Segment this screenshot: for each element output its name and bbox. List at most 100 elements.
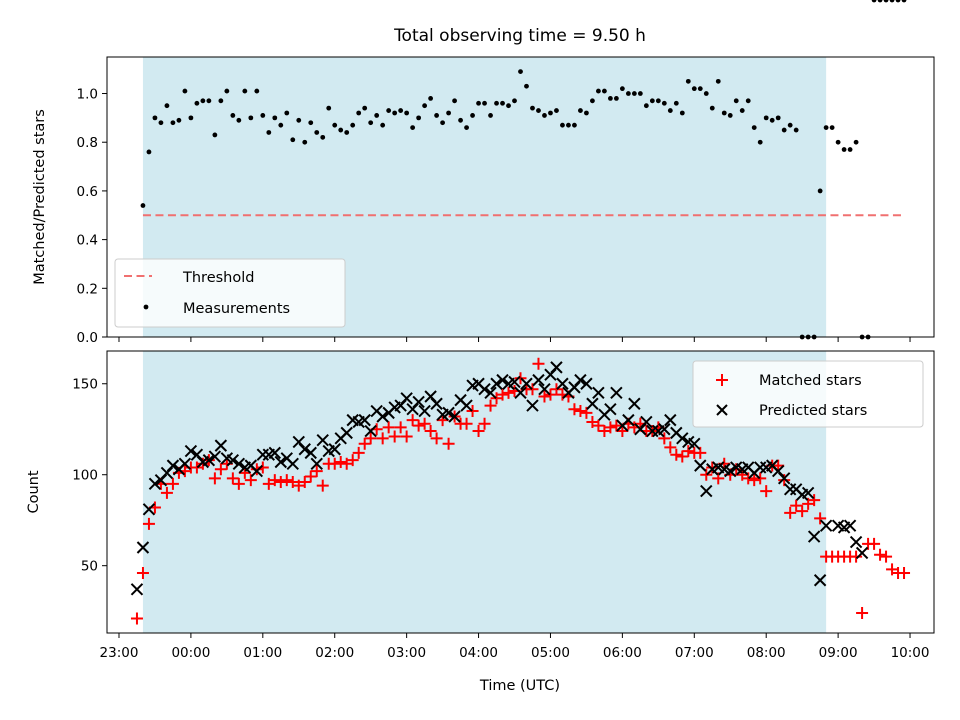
measurement-point xyxy=(901,0,907,3)
predicted-star-point xyxy=(604,403,617,416)
predicted-star-point xyxy=(448,410,461,423)
measurement-point xyxy=(667,108,673,113)
measurement-point xyxy=(703,91,709,96)
predicted-star-point xyxy=(442,406,455,420)
predicted-star-point xyxy=(777,472,791,485)
measurement-point xyxy=(320,134,326,140)
matched-star-point xyxy=(382,421,395,434)
predicted-star-point xyxy=(622,413,635,427)
predicted-star-point xyxy=(460,399,473,412)
matched-star-point xyxy=(502,386,515,399)
measurement-point xyxy=(679,110,685,116)
predicted-star-point xyxy=(136,541,150,554)
matched-star-point xyxy=(424,425,437,438)
measurement-point xyxy=(248,115,254,121)
measurement-point xyxy=(488,113,493,118)
matched-star-point xyxy=(136,566,149,579)
matched-star-point xyxy=(142,517,155,530)
y-tick-label: 0.0 xyxy=(77,330,98,346)
measurement-point xyxy=(284,110,290,116)
measurement-point xyxy=(721,110,727,116)
ratio-panel: 0.0 0.2 0.4 0.6 0.8 1.0 Matched/Predicted sta… xyxy=(32,0,935,346)
measurement-point xyxy=(601,88,607,94)
predicted-star-point xyxy=(813,574,827,587)
measurement-point xyxy=(170,120,176,126)
predicted-star-point xyxy=(268,446,282,460)
matched-star-point xyxy=(472,425,485,438)
matched-star-point xyxy=(790,499,803,512)
y-tick-label: 150 xyxy=(72,377,98,393)
matched-star-point xyxy=(850,550,863,563)
measurement-point xyxy=(176,117,182,123)
predicted-star-point xyxy=(574,373,587,387)
predicted-star-point xyxy=(538,382,551,396)
measurement-point xyxy=(314,130,320,135)
chart-title: Total observing time = 9.50 h xyxy=(393,26,646,46)
measurement-point xyxy=(643,103,649,109)
predicted-star-point xyxy=(214,439,228,452)
matched-star-point xyxy=(406,414,419,427)
measurement-point xyxy=(548,110,553,116)
matched-star-point xyxy=(226,472,239,485)
measurement-point xyxy=(326,105,332,111)
matched-star-point xyxy=(550,383,563,396)
measurement-point xyxy=(374,113,380,118)
top-y-axis: 0.0 0.2 0.4 0.6 0.8 1.0 xyxy=(77,87,107,346)
matched-star-point xyxy=(466,405,479,418)
measurement-point xyxy=(494,100,499,106)
matched-star-point xyxy=(430,432,443,445)
measurement-point xyxy=(266,130,272,135)
measurement-point xyxy=(236,117,242,123)
measurement-point xyxy=(709,105,715,111)
matched-star-point xyxy=(496,388,509,401)
predicted-star-point xyxy=(130,583,144,596)
predicted-star-point xyxy=(520,377,533,390)
matched-star-point xyxy=(214,463,227,476)
measurement-point xyxy=(691,86,697,92)
matched-star-point xyxy=(706,461,719,474)
predicted-star-point xyxy=(178,457,192,471)
predicted-star-point xyxy=(400,392,413,405)
predicted-star-point xyxy=(142,503,156,516)
measurement-point xyxy=(554,108,559,113)
x-tick-label: 00:00 xyxy=(171,645,210,661)
matched-star-point xyxy=(244,474,257,487)
measurement-point xyxy=(194,100,200,106)
top-x-axis xyxy=(118,337,911,342)
measurement-point xyxy=(536,108,541,113)
measurement-point xyxy=(404,110,410,116)
matched-star-point xyxy=(856,606,869,619)
matched-star-point xyxy=(418,417,431,430)
matched-star-point xyxy=(238,466,251,479)
predicted-star-point xyxy=(550,361,563,374)
measurement-point xyxy=(368,120,374,126)
matched-star-point xyxy=(742,472,755,485)
measurement-point xyxy=(392,110,398,116)
matched-star-point xyxy=(484,399,497,412)
predicted-star-point xyxy=(700,484,713,498)
x-tick-label: 05:00 xyxy=(531,645,570,661)
measurement-point xyxy=(380,122,386,128)
matched-star-point xyxy=(538,390,551,403)
x-tick-label: 10:00 xyxy=(891,645,930,661)
matched-star-point xyxy=(208,472,221,485)
measurement-point xyxy=(697,86,703,92)
matched-star-point xyxy=(694,446,707,459)
measurement-point xyxy=(152,115,158,121)
predicted-star-point xyxy=(316,433,329,447)
measurement-point xyxy=(296,117,302,123)
matched-star-point xyxy=(304,470,317,483)
matched-star-point xyxy=(436,414,449,427)
predicted-star-point xyxy=(640,415,653,429)
matched-star-point xyxy=(250,463,263,476)
predicted-star-point xyxy=(310,457,323,471)
matched-star-point xyxy=(376,432,389,445)
bottom-x-axis: 23:00 00:00 01:00 02:00 03:00 04:00 05:00 06:00… xyxy=(100,633,930,661)
measurement-point xyxy=(889,0,895,3)
predicted-star-point xyxy=(340,426,353,440)
top-legend-box xyxy=(114,258,346,328)
measurement-point xyxy=(871,0,877,3)
measurement-point xyxy=(398,108,404,113)
matched-star-point xyxy=(160,486,173,499)
measurement-point xyxy=(254,88,260,94)
